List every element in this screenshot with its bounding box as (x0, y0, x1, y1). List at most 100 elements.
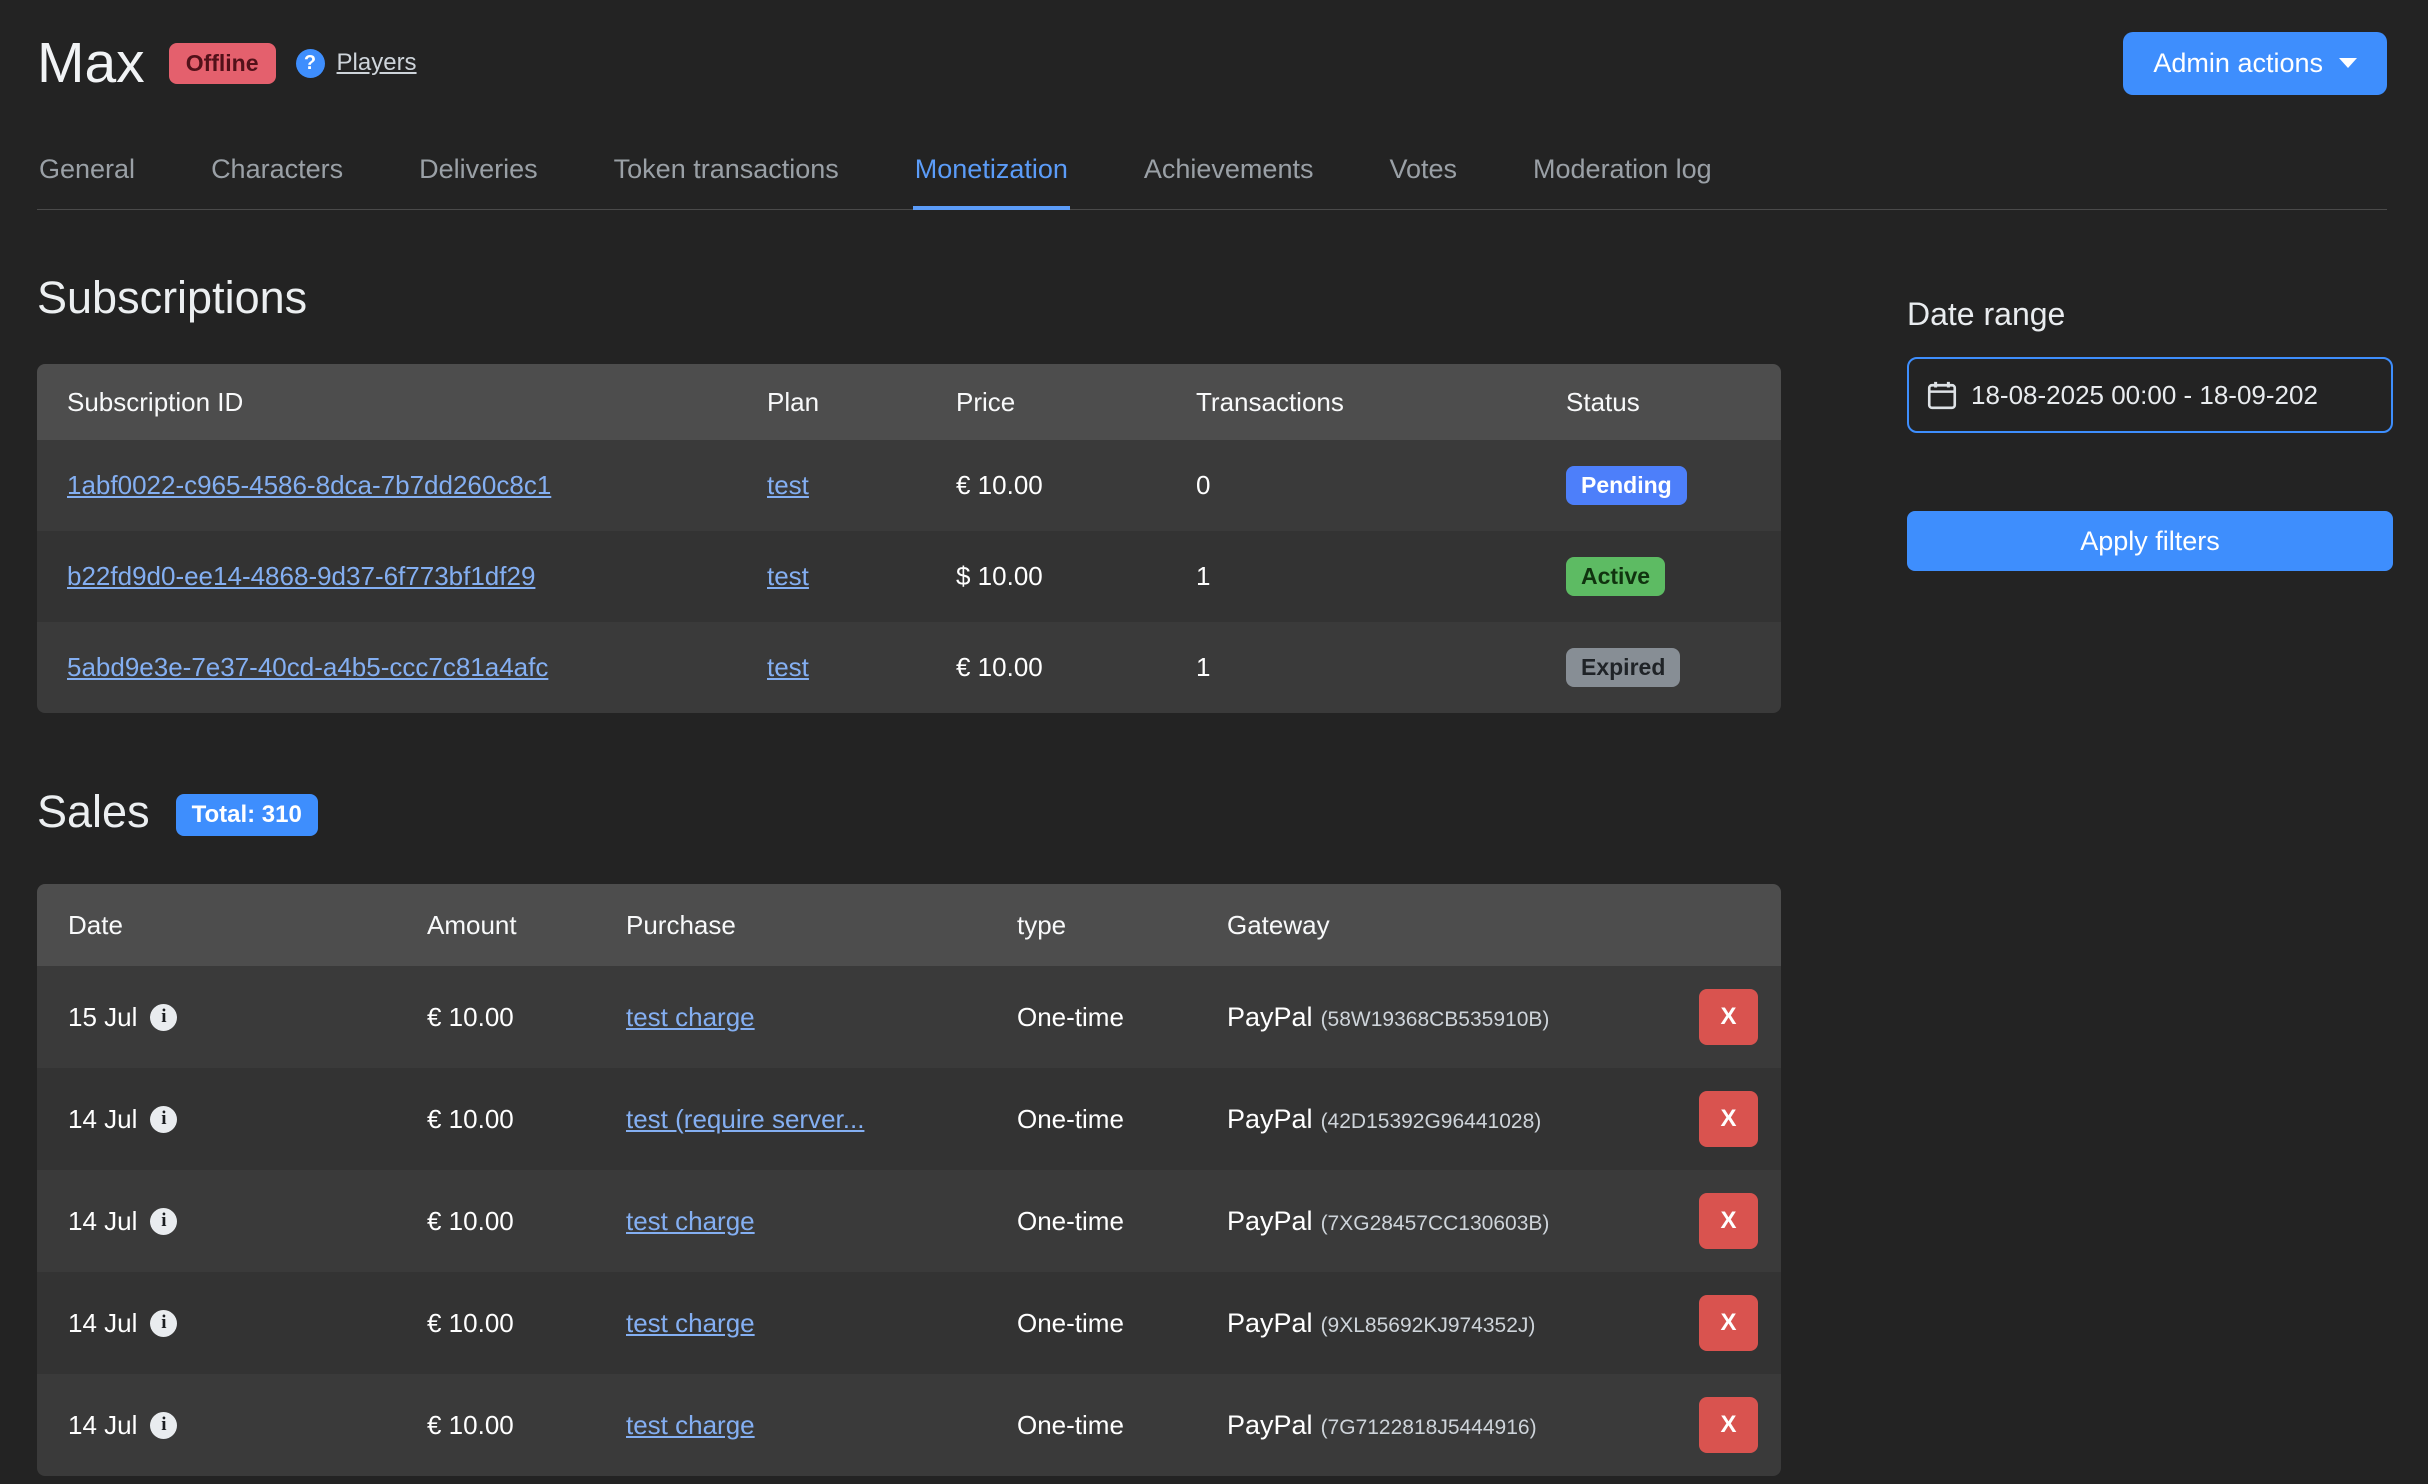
gateway-name: PayPal (1227, 1206, 1313, 1236)
gateway-reference: (7G7122818J5444916) (1321, 1416, 1537, 1439)
col-amount: Amount (427, 910, 626, 941)
delete-sale-button[interactable]: X (1699, 1295, 1758, 1351)
total-count-badge: Total: 310 (176, 794, 318, 836)
sale-date: 14 Jul (68, 1410, 137, 1441)
tab-characters[interactable]: Characters (209, 148, 345, 209)
delete-sale-button[interactable]: X (1699, 989, 1758, 1045)
col-plan: Plan (767, 387, 956, 418)
subscriptions-section: Subscriptions Subscription ID Plan Price… (37, 272, 1781, 713)
chevron-down-icon (2339, 58, 2357, 68)
sale-row: 15 Jul i € 10.00 test charge One-time Pay… (37, 966, 1781, 1068)
delete-sale-button[interactable]: X (1699, 1091, 1758, 1147)
calendar-icon (1927, 380, 1957, 410)
plan-link[interactable]: test (767, 652, 809, 682)
subscription-id-link[interactable]: 5abd9e3e-7e37-40cd-a4b5-ccc7c81a4afc (67, 652, 548, 682)
col-subscription-id: Subscription ID (37, 387, 767, 418)
filters-panel: Date range 18-08-2025 00:00 - 18-09-202 … (1907, 296, 2393, 571)
gateway-name: PayPal (1227, 1308, 1313, 1338)
sale-date: 15 Jul (68, 1002, 137, 1033)
subscription-row: b22fd9d0-ee14-4868-9d37-6f773bf1df29 tes… (37, 531, 1781, 622)
delete-sale-button[interactable]: X (1699, 1397, 1758, 1453)
col-price: Price (956, 387, 1196, 418)
tab-votes[interactable]: Votes (1387, 148, 1459, 209)
tab-achievements[interactable]: Achievements (1142, 148, 1316, 209)
info-icon[interactable]: i (150, 1208, 177, 1235)
subscription-row: 1abf0022-c965-4586-8dca-7b7dd260c8c1 tes… (37, 440, 1781, 531)
col-status: Status (1566, 387, 1781, 418)
price-value: € 10.00 (956, 470, 1196, 501)
sale-row: 14 Jul i € 10.00 test charge One-time Pay… (37, 1272, 1781, 1374)
page-title: Max (37, 30, 145, 96)
sale-date: 14 Jul (68, 1206, 137, 1237)
sale-type: One-time (1017, 1308, 1227, 1339)
col-transactions: Transactions (1196, 387, 1566, 418)
sale-type: One-time (1017, 1410, 1227, 1441)
purchase-link[interactable]: test (require server... (626, 1104, 864, 1134)
delete-sale-button[interactable]: X (1699, 1193, 1758, 1249)
tab-deliveries[interactable]: Deliveries (417, 148, 540, 209)
tab-general[interactable]: General (37, 148, 137, 209)
sale-type: One-time (1017, 1002, 1227, 1033)
sale-row: 14 Jul i € 10.00 test charge One-time Pay… (37, 1374, 1781, 1476)
sale-type: One-time (1017, 1104, 1227, 1135)
col-type: type (1017, 910, 1227, 941)
sale-amount: € 10.00 (427, 1308, 626, 1339)
header: Max Offline ? Players Admin actions (37, 30, 2387, 96)
subscription-id-link[interactable]: 1abf0022-c965-4586-8dca-7b7dd260c8c1 (67, 470, 551, 500)
sales-table-header: Date Amount Purchase type Gateway (37, 884, 1781, 966)
price-value: € 10.00 (956, 652, 1196, 683)
sale-row: 14 Juli € 10.00 test (require server... … (37, 1068, 1781, 1170)
tab-bar: General Characters Deliveries Token tran… (37, 148, 2387, 210)
tab-moderation-log[interactable]: Moderation log (1531, 148, 1714, 209)
date-range-input[interactable]: 18-08-2025 00:00 - 18-09-202 (1907, 357, 2393, 433)
sale-date: 14 Jul (68, 1308, 137, 1339)
players-link[interactable]: Players (337, 49, 417, 77)
sale-amount: € 10.00 (427, 1410, 626, 1441)
purchase-link[interactable]: test charge (626, 1410, 755, 1440)
sale-date: 14 Jul (68, 1104, 137, 1135)
admin-actions-button[interactable]: Admin actions (2123, 32, 2387, 95)
gateway-name: PayPal (1227, 1002, 1313, 1032)
purchase-link[interactable]: test charge (626, 1002, 755, 1032)
offline-status-badge: Offline (169, 43, 276, 84)
info-icon[interactable]: i (150, 1004, 177, 1031)
sales-section: Sales Total: 310 Date Amount Purchase ty… (37, 786, 1781, 1476)
info-icon[interactable]: i (150, 1106, 177, 1133)
status-badge: Expired (1566, 648, 1680, 687)
col-purchase: Purchase (626, 910, 1017, 941)
sale-type: One-time (1017, 1206, 1227, 1237)
gateway-reference: (9XL85692KJ974352J) (1321, 1314, 1536, 1337)
gateway-name: PayPal (1227, 1104, 1313, 1134)
subscriptions-heading: Subscriptions (37, 272, 1781, 324)
gateway-reference: (42D15392G96441028) (1321, 1110, 1542, 1133)
date-range-label: Date range (1907, 296, 2393, 333)
sale-amount: € 10.00 (427, 1002, 626, 1033)
subscriptions-table-header: Subscription ID Plan Price Transactions … (37, 364, 1781, 440)
apply-filters-button[interactable]: Apply filters (1907, 511, 2393, 571)
info-icon[interactable]: i (150, 1310, 177, 1337)
status-badge: Active (1566, 557, 1665, 596)
sale-amount: € 10.00 (427, 1104, 626, 1135)
sales-table: Date Amount Purchase type Gateway 15 Jul… (37, 884, 1781, 1476)
col-gateway: Gateway (1227, 910, 1699, 941)
info-icon[interactable]: i (150, 1412, 177, 1439)
tab-token-transactions[interactable]: Token transactions (612, 148, 841, 209)
monetization-page: Max Offline ? Players Admin actions Gene… (0, 0, 2428, 1484)
plan-link[interactable]: test (767, 561, 809, 591)
plan-link[interactable]: test (767, 470, 809, 500)
help-icon[interactable]: ? (296, 49, 325, 78)
tab-monetization[interactable]: Monetization (913, 148, 1070, 210)
transactions-value: 1 (1196, 561, 1566, 592)
gateway-name: PayPal (1227, 1410, 1313, 1440)
purchase-link[interactable]: test charge (626, 1308, 755, 1338)
sale-amount: € 10.00 (427, 1206, 626, 1237)
date-range-value: 18-08-2025 00:00 - 18-09-202 (1971, 380, 2318, 411)
transactions-value: 1 (1196, 652, 1566, 683)
price-value: $ 10.00 (956, 561, 1196, 592)
subscription-id-link[interactable]: b22fd9d0-ee14-4868-9d37-6f773bf1df29 (67, 561, 535, 591)
status-badge: Pending (1566, 466, 1687, 505)
sale-row: 14 Jul i € 10.00 test charge One-time Pay… (37, 1170, 1781, 1272)
subscription-row: 5abd9e3e-7e37-40cd-a4b5-ccc7c81a4afc tes… (37, 622, 1781, 713)
purchase-link[interactable]: test charge (626, 1206, 755, 1236)
gateway-reference: (58W19368CB535910B) (1321, 1008, 1550, 1031)
